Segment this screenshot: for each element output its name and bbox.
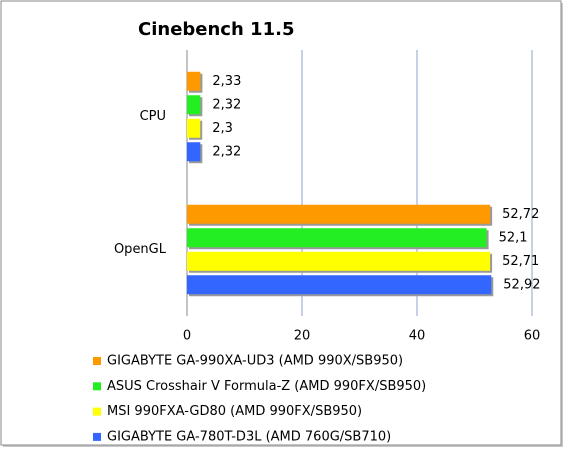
value-label: 52,72 — [502, 207, 539, 222]
chart-title: Cinebench 11.5 — [138, 19, 294, 40]
x-tick-label: 0 — [183, 329, 191, 344]
value-label: 2,32 — [212, 97, 241, 112]
bar — [187, 228, 487, 248]
legend-swatch — [93, 432, 101, 441]
bar — [187, 71, 201, 91]
x-tick-label: 40 — [409, 329, 426, 344]
legend-label: GIGABYTE GA-780T-D3L (AMD 760G/SB710) — [107, 429, 391, 444]
legend-swatch — [93, 407, 101, 416]
value-label: 52,92 — [503, 277, 540, 292]
bar — [187, 118, 201, 138]
bar — [187, 251, 491, 271]
value-label: 2,3 — [212, 121, 233, 136]
legend-label: GIGABYTE GA-990XA-UD3 (AMD 990X/SB950) — [107, 354, 403, 369]
bar — [187, 95, 201, 115]
value-label: 2,33 — [212, 74, 241, 89]
bar — [187, 275, 492, 295]
x-tick-label: 60 — [524, 329, 541, 344]
x-tick-label: 20 — [294, 329, 311, 344]
y-tick-label: CPU — [140, 109, 166, 124]
value-label: 52,71 — [502, 254, 539, 269]
legend-swatch — [93, 382, 101, 391]
value-label: 52,1 — [499, 230, 528, 245]
legend-swatch — [93, 357, 101, 365]
legend-label: ASUS Crosshair V Formula-Z (AMD 990FX/SB… — [107, 379, 426, 394]
y-tick-label: OpenGL — [114, 242, 167, 257]
bar — [187, 142, 201, 162]
bar — [187, 204, 491, 224]
legend-label: MSI 990FXA-GD80 (AMD 990FX/SB950) — [107, 404, 362, 419]
value-label: 2,32 — [212, 144, 241, 159]
